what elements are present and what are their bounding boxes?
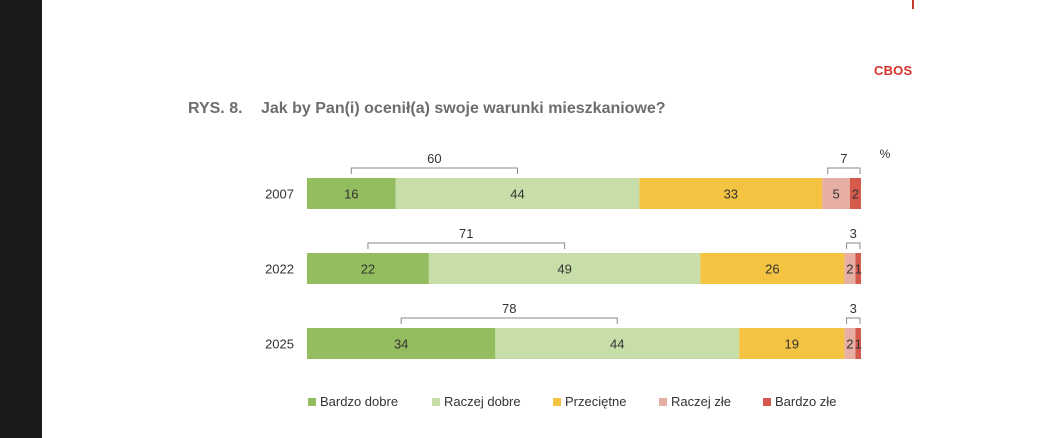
legend-label: Przeciętne <box>565 394 627 409</box>
data-label: 22 <box>361 262 375 277</box>
data-label: 49 <box>557 262 571 277</box>
data-label: 33 <box>724 187 738 202</box>
document-page: CBOS RYS. 8. Jak by Pan(i) ocenił(a) swo… <box>42 0 1037 438</box>
bar-segment <box>700 253 845 284</box>
data-label: 1 <box>855 337 862 352</box>
data-label: 44 <box>510 187 524 202</box>
bad-total-bracket <box>846 242 861 249</box>
legend-swatch <box>432 397 440 406</box>
bar-segment <box>844 253 856 284</box>
bad-total-label: 3 <box>850 301 857 316</box>
legend-swatch <box>553 397 561 406</box>
data-label: 2 <box>852 187 859 202</box>
page-edge-mark <box>912 0 914 9</box>
data-label: 16 <box>344 187 358 202</box>
bad-total-bracket <box>846 317 861 324</box>
data-label: 5 <box>832 187 839 202</box>
legend-swatch <box>763 397 771 406</box>
good-total-bracket <box>350 167 519 174</box>
bad-total-label: 3 <box>850 226 857 241</box>
bar-segment <box>428 253 701 284</box>
bar-segment <box>639 178 823 209</box>
left-margin <box>0 0 42 438</box>
bar-segment <box>822 178 850 209</box>
legend-swatch <box>308 397 316 406</box>
bar-segment <box>739 328 845 359</box>
data-label: 2 <box>846 337 853 352</box>
category-label: 2022 <box>265 262 294 277</box>
figure-title: Jak by Pan(i) ocenił(a) swoje warunki mi… <box>261 100 666 117</box>
data-label: 1 <box>855 262 862 277</box>
bar-segment <box>307 328 496 359</box>
good-total-label: 78 <box>502 301 516 316</box>
legend-item: Bardzo dobre <box>308 394 432 409</box>
chart-legend: Bardzo dobre Raczej dobre Przeciętne Raczej… <box>308 394 853 409</box>
legend-label: Raczej złe <box>671 394 731 409</box>
bad-total-bracket <box>827 167 861 174</box>
bar-segment <box>307 253 429 284</box>
legend-item: Raczej złe <box>659 394 763 409</box>
bar-segment <box>395 178 640 209</box>
bar-segment <box>855 328 861 359</box>
good-total-label: 71 <box>459 226 473 241</box>
category-label: 2025 <box>265 337 294 352</box>
brand-label: CBOS <box>874 63 913 78</box>
legend-swatch <box>659 397 667 406</box>
bar-segment <box>849 178 861 209</box>
good-total-bracket <box>400 317 618 324</box>
figure-number: RYS. 8. <box>188 100 243 117</box>
bar-segment <box>307 178 396 209</box>
bad-total-label: 7 <box>840 151 847 166</box>
data-label: 19 <box>785 337 799 352</box>
legend-item: Przeciętne <box>553 394 659 409</box>
legend-label: Bardzo dobre <box>320 394 399 409</box>
legend-label: Bardzo złe <box>775 394 837 409</box>
category-label: 2007 <box>265 187 294 202</box>
data-label: 34 <box>394 337 408 352</box>
legend-label: Raczej dobre <box>444 394 521 409</box>
legend-item: Bardzo złe <box>763 394 853 409</box>
bar-segment <box>495 328 740 359</box>
good-total-bracket <box>367 242 566 249</box>
data-label: 26 <box>765 262 779 277</box>
bar-segment <box>844 328 856 359</box>
good-total-label: 60 <box>427 151 441 166</box>
data-label: 2 <box>846 262 853 277</box>
legend-item: Raczej dobre <box>432 394 553 409</box>
bar-segment <box>855 253 861 284</box>
data-label: 44 <box>610 337 624 352</box>
unit-label: % <box>880 147 891 161</box>
